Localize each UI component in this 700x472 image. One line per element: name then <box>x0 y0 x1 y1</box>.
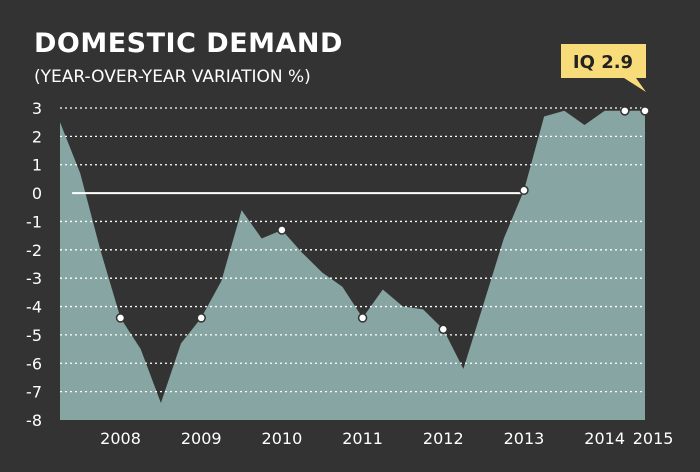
x-tick-label: 2012 <box>423 429 464 448</box>
y-tick-label: -4 <box>26 298 42 317</box>
chart-title: DOMESTIC DEMAND <box>34 28 343 59</box>
data-point <box>357 313 368 323</box>
data-point <box>438 324 449 334</box>
data-markers <box>115 106 650 334</box>
y-tick-label: -2 <box>26 241 42 260</box>
area-series <box>60 110 645 421</box>
y-tick-label: -3 <box>26 269 42 288</box>
y-tick-label: -6 <box>26 354 42 373</box>
badge-shape <box>561 44 646 92</box>
data-point <box>519 185 529 196</box>
y-tick-label: 1 <box>32 156 42 175</box>
data-point <box>620 106 630 116</box>
x-tick-label: 2008 <box>100 429 141 448</box>
y-tick-label: 2 <box>32 127 42 146</box>
data-point <box>640 106 650 116</box>
x-axis-ticks: 2008 2009 2010 2011 2012 2013 2014 2015 <box>100 429 673 448</box>
y-axis-ticks: 3 2 1 0 -1 -2 -3 -4 -5 -6 -7 -8 <box>26 99 42 430</box>
chart-subtitle: (YEAR-OVER-YEAR VARIATION %) <box>34 67 311 87</box>
x-tick-label: 2011 <box>342 429 383 448</box>
grid-layer <box>60 107 645 393</box>
x-tick-label: 2013 <box>504 429 545 448</box>
latest-value-badge: IQ 2.9 <box>561 44 646 92</box>
y-tick-label: -5 <box>26 326 42 345</box>
area-layer <box>60 110 645 421</box>
badge-text: IQ 2.9 <box>573 52 633 73</box>
data-point <box>277 225 287 235</box>
x-tick-label: 2014 <box>584 429 625 448</box>
x-tick-label: 2009 <box>181 429 222 448</box>
x-tick-label: 2015 <box>633 429 674 448</box>
y-tick-label: -1 <box>26 212 42 231</box>
y-tick-label: 0 <box>32 184 42 203</box>
data-point <box>115 313 126 323</box>
y-tick-label: -7 <box>26 383 42 402</box>
data-point <box>196 313 206 323</box>
y-tick-label: 3 <box>32 99 42 118</box>
y-tick-label: -8 <box>26 411 42 430</box>
x-tick-label: 2010 <box>262 429 303 448</box>
